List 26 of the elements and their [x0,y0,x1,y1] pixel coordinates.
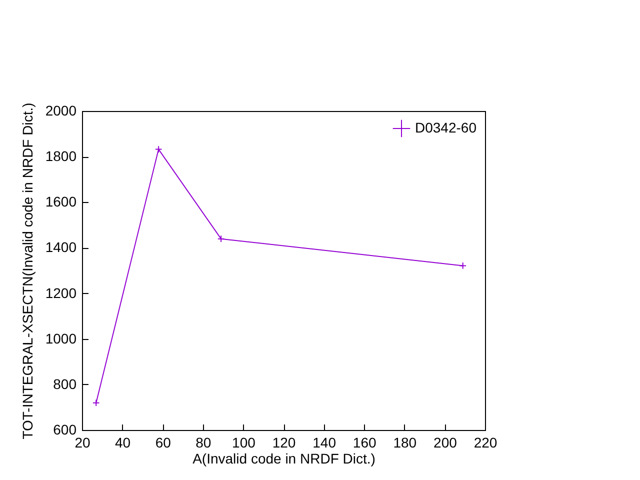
y-tick-label: 1200 [45,284,77,301]
x-tick-label: 180 [393,434,417,450]
point [154,146,162,153]
y-tick-label: 1400 [45,239,77,256]
x-tick-label: 20 [74,434,90,450]
x-tick-label: 120 [272,434,296,450]
x-tick-label: 160 [352,434,376,450]
point [92,399,100,407]
x-tick-label: 40 [115,434,131,450]
x-tick-label: 220 [474,434,498,450]
y-tick-label: 2000 [45,102,77,118]
point [217,235,225,242]
y-tick-label: 1000 [45,330,77,346]
point [459,262,466,270]
y-axis-title: TOT-INTEGRAL-XSECTN(Invalid code in NRDF Dict.) [19,102,36,440]
x-tick-label: 100 [232,434,256,450]
x-tick-label: 80 [196,434,212,450]
y-tick-label: 600 [53,422,77,438]
x-axis-title: A(Invalid code in NRDF Dict.) [192,450,376,466]
legend-label: D0342-60 [415,120,477,136]
y-tick-label: 800 [53,376,77,392]
x-tick-label: 140 [312,434,336,450]
x-tick-label: 200 [434,434,458,450]
y-tick-label: 1800 [45,148,77,164]
y-tick-label: 1600 [45,194,77,210]
x-tick-label: 60 [155,434,172,450]
